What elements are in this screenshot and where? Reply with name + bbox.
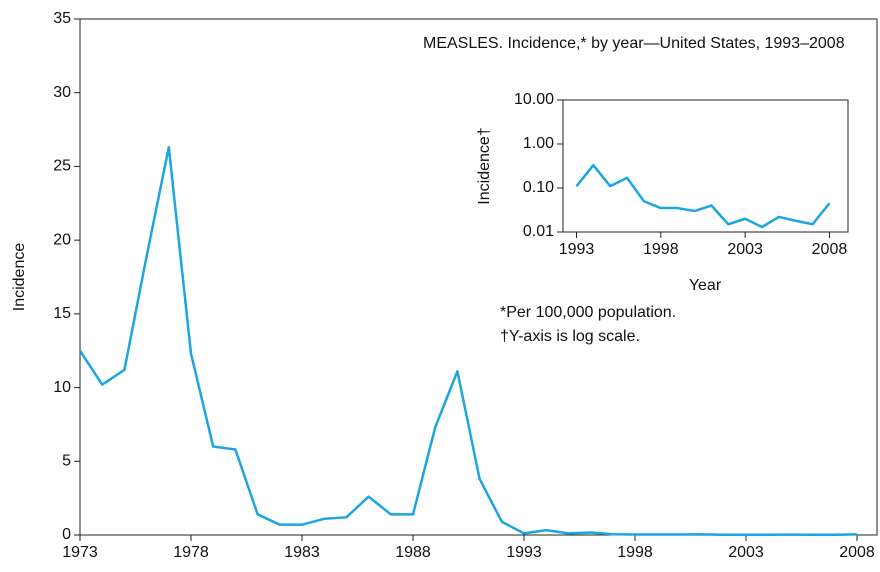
data-line <box>78 146 858 537</box>
x-tick-label: 2003 <box>728 544 764 561</box>
annotation: *Per 100,000 population. <box>500 304 676 321</box>
y-tick-label: 5 <box>62 453 71 470</box>
data-line <box>575 163 831 229</box>
y-tick-label: 35 <box>53 10 71 27</box>
x-tick-label: 1973 <box>62 544 98 561</box>
x-tick-label: 1993 <box>506 544 542 561</box>
x-tick-label: 1998 <box>643 241 679 258</box>
x-tick-label: 1998 <box>617 544 653 561</box>
annotation: †Y-axis is log scale. <box>500 328 640 345</box>
y-tick-label: 0 <box>62 526 71 543</box>
y-tick-label: 30 <box>53 84 71 101</box>
inset-y-axis-label: Incidence† <box>476 127 493 204</box>
inset-frame <box>562 99 849 233</box>
main-frame <box>79 18 878 536</box>
y-axis-label: Incidence <box>11 243 28 312</box>
x-tick-label: 2008 <box>812 241 848 258</box>
inset-x-axis-label: Year <box>689 277 722 294</box>
x-tick-label: 1993 <box>559 241 595 258</box>
inset-title: MEASLES. Incidence,* by year—United Stat… <box>423 35 845 52</box>
y-tick-label: 15 <box>53 305 71 322</box>
y-tick-label: 0.10 <box>523 179 554 196</box>
y-tick-label: 1.00 <box>523 135 554 152</box>
y-tick-label: 10.00 <box>514 91 554 108</box>
y-tick-label: 0.01 <box>523 223 554 240</box>
x-tick-label: 1988 <box>395 544 431 561</box>
y-tick-label: 20 <box>53 231 71 248</box>
x-tick-label: 2003 <box>727 241 763 258</box>
x-tick-label: 1983 <box>284 544 320 561</box>
x-tick-label: 2008 <box>839 544 875 561</box>
y-tick-label: 25 <box>53 158 71 175</box>
x-tick-label: 1978 <box>173 544 209 561</box>
y-tick-label: 10 <box>53 379 71 396</box>
